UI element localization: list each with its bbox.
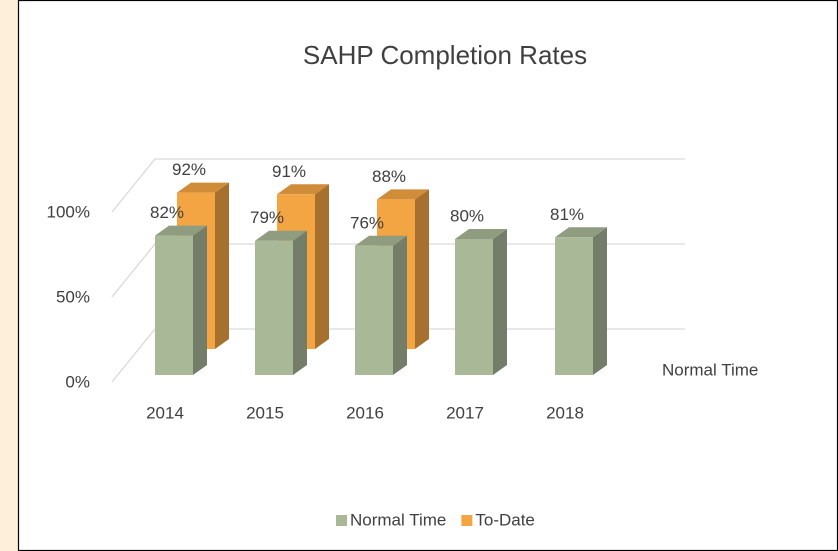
data-label: 92% — [172, 160, 206, 179]
x-tick-label: 2015 — [246, 403, 284, 422]
data-label: 81% — [550, 205, 584, 224]
bar — [255, 240, 293, 375]
grid-line — [111, 158, 685, 213]
bar-side — [293, 230, 307, 375]
y-tick-label: 50% — [56, 287, 90, 306]
data-label: 88% — [372, 167, 406, 186]
bar-side — [315, 184, 329, 349]
bar-top — [355, 235, 407, 246]
bar-top — [377, 189, 429, 200]
x-tick-label: 2016 — [346, 403, 384, 422]
y-tick-label: 0% — [65, 372, 90, 391]
data-label: 82% — [150, 203, 184, 222]
bar — [155, 235, 193, 375]
bar-top — [177, 182, 229, 193]
x-tick-label: 2017 — [446, 403, 484, 422]
data-label: 80% — [450, 206, 484, 225]
bar — [555, 237, 593, 375]
bar-side — [493, 229, 507, 375]
bar-side — [215, 182, 229, 349]
data-label: 79% — [250, 208, 284, 227]
bar-top — [555, 227, 607, 238]
legend-swatch — [336, 515, 347, 526]
bar-top — [255, 230, 307, 241]
bar-side — [193, 225, 207, 375]
bar-side — [593, 227, 607, 375]
x-tick-label: 2018 — [546, 403, 584, 422]
bar-top — [455, 229, 507, 239]
legend-swatch — [461, 515, 473, 526]
depth-axis-label: Normal Time — [662, 360, 758, 379]
y-tick-label: 100% — [47, 202, 90, 221]
bar — [455, 239, 493, 375]
bar-side — [415, 189, 429, 349]
data-label: 91% — [272, 162, 306, 181]
legend-label: To-Date — [475, 510, 535, 529]
bar — [355, 245, 393, 375]
x-tick-label: 2014 — [146, 403, 184, 422]
chart-title: SAHP Completion Rates — [303, 40, 587, 70]
data-label: 76% — [350, 213, 384, 232]
bar-top — [155, 225, 207, 236]
legend-label: Normal Time — [350, 510, 446, 529]
bar-side — [393, 235, 407, 375]
bar-top — [277, 184, 329, 195]
